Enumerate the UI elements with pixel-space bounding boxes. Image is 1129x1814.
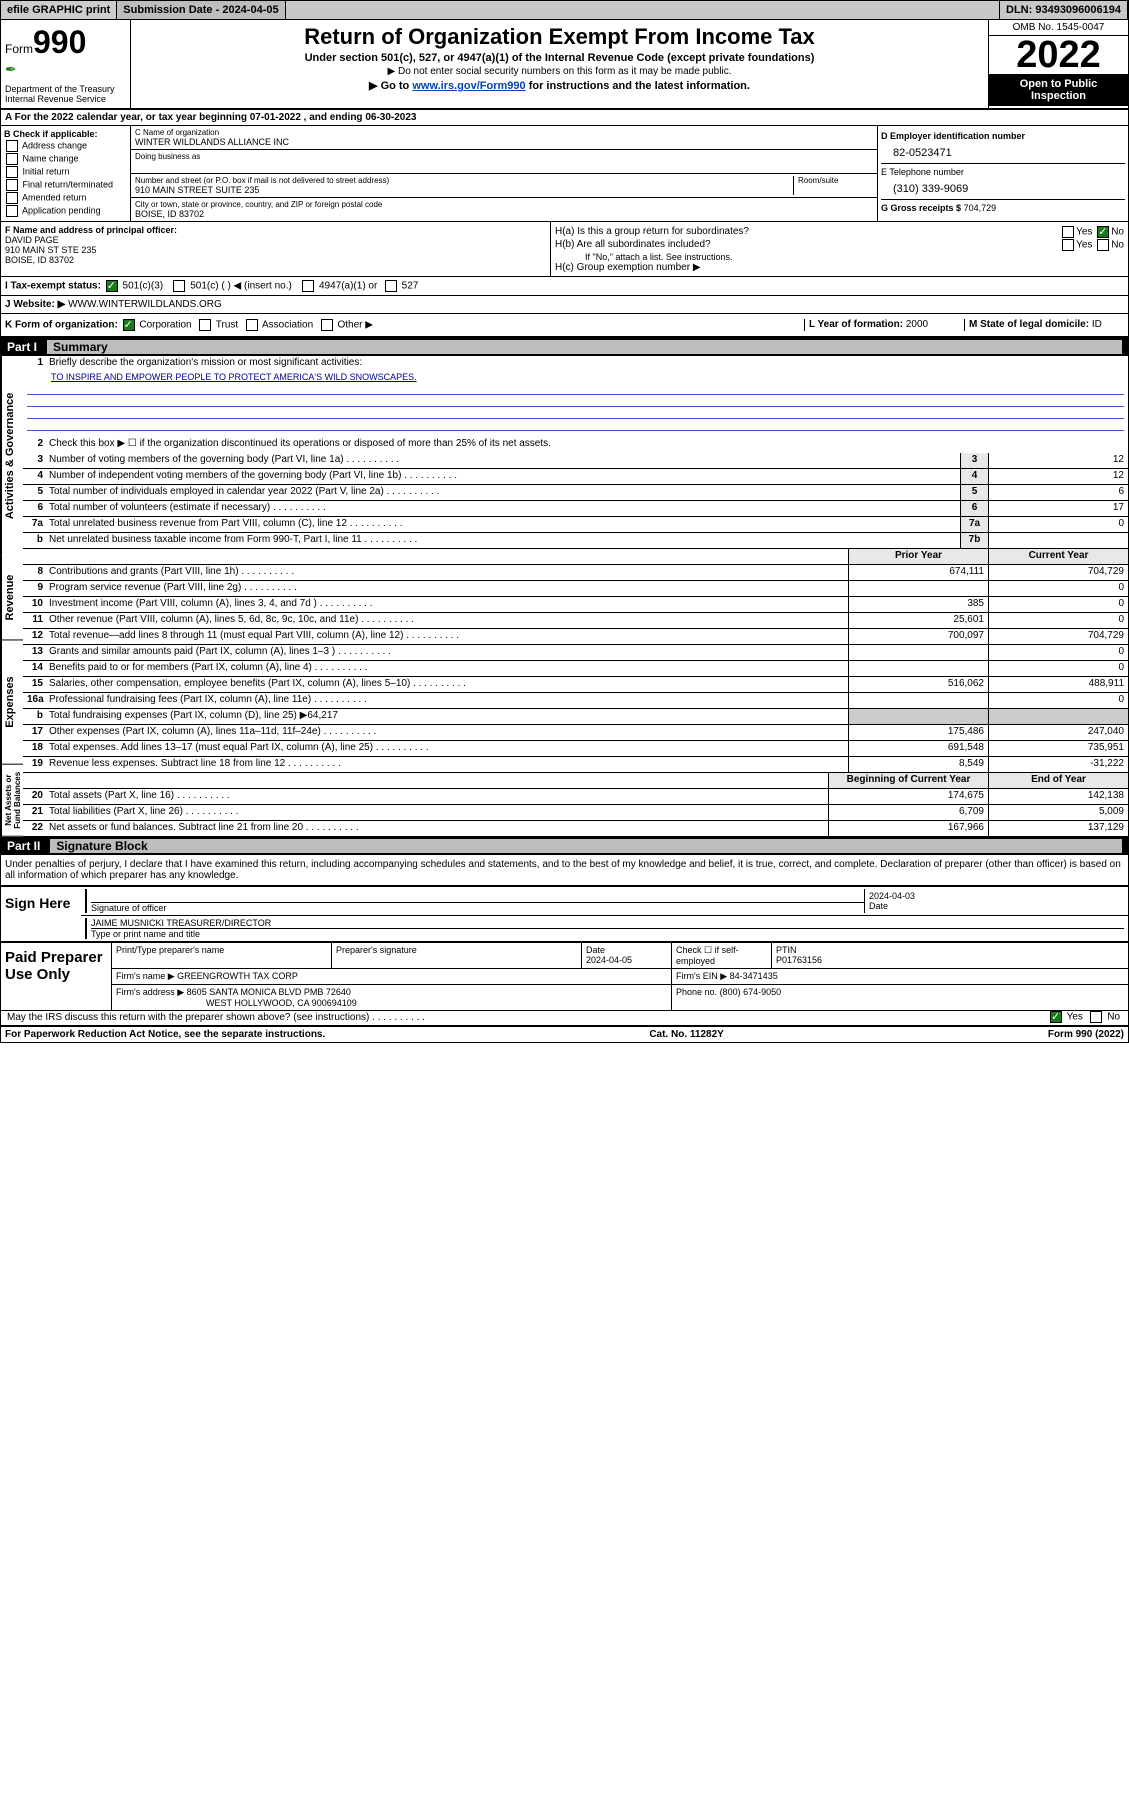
note-goto: ▶ Go to www.irs.gov/Form990 for instruct… [139,79,980,92]
note-ssn: ▶ Do not enter social security numbers o… [139,66,980,77]
vlabel-netassets: Net Assets or Fund Balances [1,764,23,837]
data-row: 20Total assets (Part X, line 16)174,6751… [23,789,1128,805]
data-row: 13Grants and similar amounts paid (Part … [23,645,1128,661]
ptin: P01763156 [776,955,822,965]
gov-row: 7aTotal unrelated business revenue from … [23,517,1128,533]
officer-name-title: JAIME MUSNICKI TREASURER/DIRECTOR [91,918,1124,928]
data-row: bTotal fundraising expenses (Part IX, co… [23,709,1128,725]
declaration: Under penalties of perjury, I declare th… [1,855,1128,886]
data-row: 9Program service revenue (Part VIII, lin… [23,581,1128,597]
col-b: B Check if applicable: Address change Na… [1,126,131,221]
officer-name: DAVID PAGE [5,235,546,245]
cb-address-change[interactable]: Address change [4,140,127,152]
section-bcd: B Check if applicable: Address change Na… [1,126,1128,222]
dln: DLN: 93493096006194 [1000,1,1128,19]
year-box: OMB No. 1545-0047 2022 Open to Public In… [988,20,1128,108]
irs-link[interactable]: www.irs.gov/Form990 [412,80,525,92]
top-bar: efile GRAPHIC print Submission Date - 20… [1,1,1128,20]
submission-date: Submission Date - 2024-04-05 [117,1,285,19]
data-row: 18Total expenses. Add lines 13–17 (must … [23,741,1128,757]
line-a: A For the 2022 calendar year, or tax yea… [1,110,1128,126]
department: Department of the Treasury Internal Reve… [5,84,126,104]
data-row: 16aProfessional fundraising fees (Part I… [23,693,1128,709]
row-k: K Form of organization: Corporation Trus… [1,314,1128,338]
part1-header: Part ISummary [1,338,1128,356]
firm-name: GREENGROWTH TAX CORP [177,971,298,981]
data-row: 8Contributions and grants (Part VIII, li… [23,565,1128,581]
paid-preparer: Paid Preparer Use Only Print/Type prepar… [1,941,1128,1010]
data-row: 12Total revenue—add lines 8 through 11 (… [23,629,1128,645]
cb-501c3[interactable] [106,280,118,292]
website: WWW.WINTERWILDLANDS.ORG [68,299,222,310]
gov-row: 6Total number of volunteers (estimate if… [23,501,1128,517]
sig-date: 2024-04-03 [869,891,1120,901]
cb-pending[interactable]: Application pending [4,205,127,217]
leaf-icon: ✒ [5,61,126,78]
sign-here: Sign Here Signature of officer 2024-04-0… [1,886,1128,941]
cb-corporation[interactable] [123,319,135,331]
form-number-box: Form990 ✒ Department of the Treasury Int… [1,20,131,108]
form-title: Return of Organization Exempt From Incom… [139,24,980,50]
tax-year: 2022 [989,36,1128,74]
gov-row: 5Total number of individuals employed in… [23,485,1128,501]
gov-row: bNet unrelated business taxable income f… [23,533,1128,549]
data-row: 22Net assets or fund balances. Subtract … [23,821,1128,837]
section-fgh: F Name and address of principal officer:… [1,222,1128,277]
data-row: 17Other expenses (Part IX, column (A), l… [23,725,1128,741]
org-name: WINTER WILDLANDS ALLIANCE INC [135,137,873,147]
org-address: 910 MAIN STREET SUITE 235 [135,185,793,195]
col-c: C Name of organization WINTER WILDLANDS … [131,126,878,221]
part2-header: Part IISignature Block [1,837,1128,855]
gov-row: 4Number of independent voting members of… [23,469,1128,485]
mission: TO INSPIRE AND EMPOWER PEOPLE TO PROTECT… [51,372,417,382]
col-f: F Name and address of principal officer:… [1,222,551,276]
col-d: D Employer identification number 82-0523… [878,126,1128,221]
org-city: BOISE, ID 83702 [135,209,873,219]
footer: For Paperwork Reduction Act Notice, see … [1,1026,1128,1042]
cb-discuss-yes[interactable] [1050,1011,1062,1023]
vlabel-revenue: Revenue [1,555,23,640]
gross-receipts: 704,729 [964,203,997,213]
vlabel-expenses: Expenses [1,641,23,765]
summary: Activities & Governance Revenue Expenses… [1,356,1128,837]
vlabel-governance: Activities & Governance [1,356,23,555]
open-public: Open to Public Inspection [989,74,1128,106]
cb-name-change[interactable]: Name change [4,153,127,165]
cb-final-return[interactable]: Final return/terminated [4,179,127,191]
header: Form990 ✒ Department of the Treasury Int… [1,20,1128,110]
data-row: 21Total liabilities (Part X, line 26)6,7… [23,805,1128,821]
col-h: H(a) Is this a group return for subordin… [551,222,1128,276]
row-i: I Tax-exempt status: 501(c)(3) 501(c) ( … [1,277,1128,296]
form-subtitle: Under section 501(c), 527, or 4947(a)(1)… [139,52,980,64]
data-row: 11Other revenue (Part VIII, column (A), … [23,613,1128,629]
data-row: 10Investment income (Part VIII, column (… [23,597,1128,613]
data-row: 15Salaries, other compensation, employee… [23,677,1128,693]
efile-print-button[interactable]: efile GRAPHIC print [1,1,117,19]
title-box: Return of Organization Exempt From Incom… [131,20,988,108]
data-row: 14Benefits paid to or for members (Part … [23,661,1128,677]
telephone: (310) 339-9069 [893,183,1125,195]
form-container: efile GRAPHIC print Submission Date - 20… [0,0,1129,1043]
row-j: J Website: ▶ WWW.WINTERWILDLANDS.ORG [1,296,1128,314]
ein: 82-0523471 [893,147,1125,159]
cb-initial-return[interactable]: Initial return [4,166,127,178]
gov-row: 3Number of voting members of the governi… [23,453,1128,469]
cb-amended[interactable]: Amended return [4,192,127,204]
data-row: 19Revenue less expenses. Subtract line 1… [23,757,1128,773]
